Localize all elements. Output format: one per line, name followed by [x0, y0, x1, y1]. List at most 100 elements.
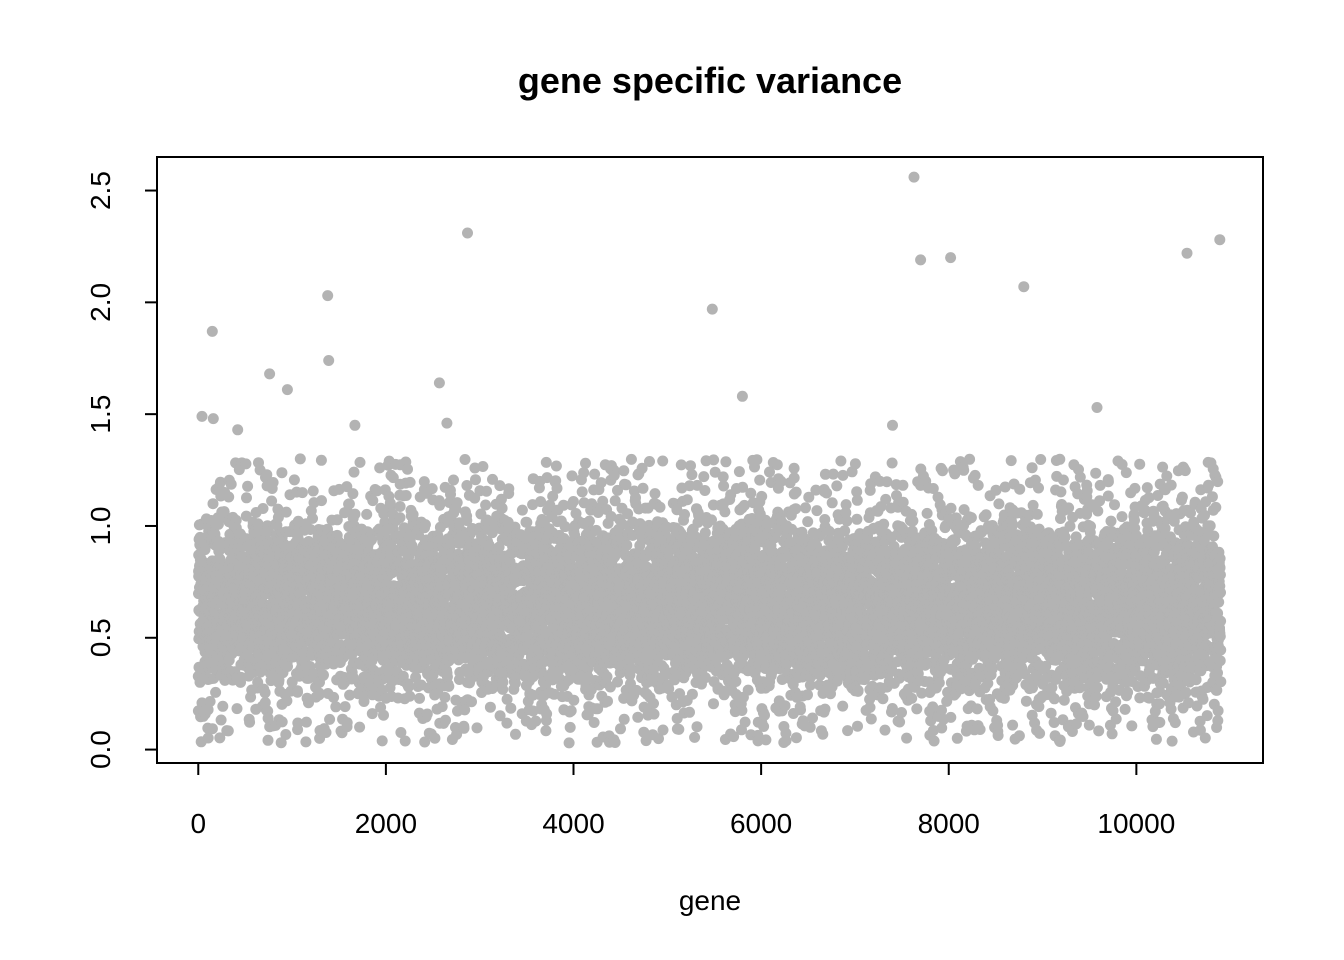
data-point	[615, 723, 626, 735]
data-point	[637, 482, 649, 494]
data-point	[259, 687, 271, 699]
data-point	[316, 495, 327, 507]
data-point	[339, 701, 351, 713]
data-point	[421, 708, 433, 720]
data-point	[384, 497, 396, 509]
data-point	[296, 487, 308, 499]
data-point	[242, 480, 254, 492]
data-point	[320, 727, 332, 738]
data-point	[378, 709, 389, 721]
data-point	[458, 722, 470, 734]
data-point	[280, 506, 292, 518]
data-point	[276, 467, 288, 479]
data-point	[419, 519, 431, 531]
data-point	[434, 499, 446, 511]
data-point	[503, 483, 515, 495]
data-point	[618, 713, 630, 725]
data-point	[497, 676, 509, 688]
data-point	[240, 458, 252, 470]
data-point	[348, 466, 360, 478]
data-point	[443, 680, 455, 692]
data-point	[621, 539, 633, 551]
data-point	[648, 698, 659, 709]
data-point	[349, 508, 361, 520]
data-point	[459, 454, 471, 465]
data-point	[510, 728, 521, 740]
data-point	[204, 696, 216, 707]
data-point	[282, 661, 293, 672]
data-point	[394, 512, 406, 524]
data-point	[343, 498, 355, 510]
data-point	[231, 703, 243, 715]
data-point	[644, 456, 655, 467]
data-points	[192, 171, 1227, 749]
data-point	[214, 476, 226, 488]
data-point	[501, 717, 513, 729]
data-point	[484, 701, 496, 713]
data-point	[376, 735, 388, 747]
data-point	[202, 732, 214, 744]
data-point	[328, 691, 340, 703]
data-point	[294, 453, 306, 465]
data-point	[241, 492, 252, 504]
data-point	[347, 488, 359, 500]
data-point	[564, 721, 576, 733]
data-point	[404, 690, 416, 702]
data-point	[540, 725, 552, 737]
data-point	[566, 470, 578, 482]
data-point	[567, 496, 579, 507]
data-point	[207, 498, 219, 510]
data-point	[281, 695, 293, 707]
data-point	[550, 460, 562, 472]
data-point	[288, 474, 300, 486]
data-point	[440, 714, 451, 726]
data-point	[367, 495, 379, 507]
data-point	[214, 732, 226, 744]
data-point	[516, 504, 528, 516]
data-point	[341, 717, 353, 729]
data-point	[568, 694, 580, 706]
data-point	[654, 501, 666, 513]
data-point	[315, 454, 327, 466]
data-point	[451, 497, 463, 509]
data-point	[505, 702, 517, 714]
data-point	[276, 716, 288, 728]
data-point	[632, 711, 644, 723]
data-point	[215, 714, 227, 726]
data-point	[217, 700, 229, 712]
data-point	[563, 737, 575, 749]
data-point	[317, 669, 329, 681]
data-point	[244, 716, 256, 728]
data-point	[222, 725, 234, 737]
data-point	[530, 715, 542, 727]
data-point	[324, 713, 336, 725]
data-point	[595, 477, 607, 489]
data-point	[480, 499, 492, 511]
data-point	[307, 512, 318, 524]
data-point	[307, 485, 319, 497]
data-point	[210, 686, 222, 698]
data-point	[601, 671, 613, 683]
data-point	[354, 456, 366, 468]
data-point	[414, 692, 425, 704]
data-point	[565, 705, 577, 717]
data-point	[578, 467, 590, 479]
data-point	[402, 463, 413, 475]
data-point	[280, 729, 292, 740]
data-point	[608, 469, 620, 481]
data-point	[657, 455, 669, 467]
data-point	[267, 477, 279, 488]
data-point	[403, 681, 414, 693]
data-point	[576, 486, 588, 498]
chart-title: gene specific variance	[518, 60, 902, 101]
data-point	[400, 490, 412, 501]
data-point	[426, 483, 438, 495]
data-point	[262, 734, 274, 746]
data-point	[292, 686, 303, 698]
data-point	[300, 716, 312, 728]
data-point	[439, 691, 451, 703]
data-point	[477, 461, 489, 472]
data-point	[399, 735, 411, 747]
data-point	[394, 501, 406, 512]
